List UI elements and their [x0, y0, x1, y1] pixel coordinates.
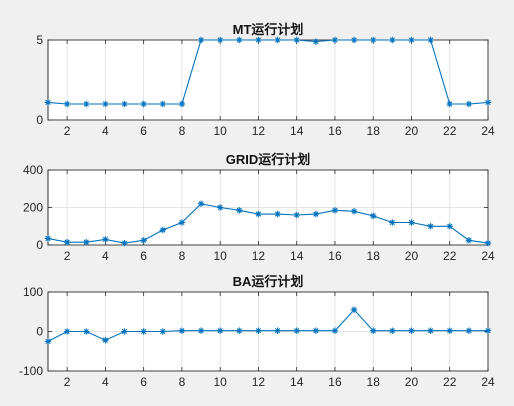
x-tick-label: 2 — [64, 124, 71, 138]
x-tick-label: 20 — [405, 249, 419, 263]
data-point — [64, 239, 70, 245]
x-tick-label: 22 — [443, 124, 457, 138]
x-tick-label: 6 — [140, 124, 147, 138]
data-point — [389, 37, 395, 43]
x-tick-label: 12 — [252, 249, 266, 263]
data-point — [140, 101, 146, 107]
y-tick-label: 100 — [23, 285, 43, 299]
data-point — [102, 101, 108, 107]
data-point — [313, 328, 319, 334]
data-point — [332, 37, 338, 43]
x-tick-label: 6 — [140, 375, 147, 389]
data-point — [45, 235, 51, 241]
x-tick-label: 10 — [213, 375, 227, 389]
y-tick-label: 0 — [36, 113, 43, 127]
x-tick-label: 8 — [179, 249, 186, 263]
x-tick-label: 24 — [481, 124, 495, 138]
data-point — [389, 219, 395, 225]
x-tick-label: 4 — [102, 375, 109, 389]
data-point — [370, 213, 376, 219]
y-tick-label: 400 — [23, 163, 43, 177]
x-tick-label: 18 — [367, 375, 381, 389]
y-tick-label: 0 — [36, 325, 43, 339]
x-tick-label: 22 — [443, 249, 457, 263]
x-tick-label: 18 — [367, 249, 381, 263]
data-point — [121, 101, 127, 107]
data-point — [427, 37, 433, 43]
x-tick-label: 14 — [290, 124, 304, 138]
x-tick-label: 16 — [328, 375, 342, 389]
data-point — [313, 211, 319, 217]
x-tick-label: 24 — [481, 375, 495, 389]
x-tick-label: 8 — [179, 124, 186, 138]
data-point — [351, 37, 357, 43]
y-tick-label: -100 — [19, 364, 43, 378]
x-tick-label: 14 — [290, 375, 304, 389]
data-point — [236, 328, 242, 334]
data-point — [408, 328, 414, 334]
x-tick-label: 8 — [179, 375, 186, 389]
data-point — [160, 101, 166, 107]
data-point — [351, 307, 357, 313]
data-point — [427, 223, 433, 229]
x-tick-label: 10 — [213, 124, 227, 138]
x-tick-label: 16 — [328, 124, 342, 138]
x-tick-label: 4 — [102, 249, 109, 263]
data-point — [102, 236, 108, 242]
data-point — [427, 328, 433, 334]
x-tick-label: 20 — [405, 124, 419, 138]
data-point — [370, 37, 376, 43]
data-point — [217, 204, 223, 210]
data-point — [332, 207, 338, 213]
x-tick-label: 2 — [64, 249, 71, 263]
chart-title: GRID运行计划 — [226, 152, 311, 167]
x-tick-label: 16 — [328, 249, 342, 263]
x-tick-label: 24 — [481, 249, 495, 263]
data-point — [198, 201, 204, 207]
data-point — [389, 328, 395, 334]
x-tick-label: 18 — [367, 124, 381, 138]
data-point — [332, 328, 338, 334]
data-point — [121, 240, 127, 246]
data-point — [179, 219, 185, 225]
x-tick-label: 12 — [252, 375, 266, 389]
x-tick-label: 6 — [140, 249, 147, 263]
data-point — [217, 328, 223, 334]
x-tick-label: 12 — [252, 124, 266, 138]
data-point — [236, 207, 242, 213]
chart-title: MT运行计划 — [233, 22, 304, 37]
chart-title: BA运行计划 — [233, 274, 304, 289]
y-tick-label: 5 — [36, 33, 43, 47]
y-tick-label: 0 — [36, 238, 43, 252]
axes-box — [48, 40, 488, 120]
x-tick-label: 2 — [64, 375, 71, 389]
x-tick-label: 22 — [443, 375, 457, 389]
data-point — [408, 219, 414, 225]
data-point — [198, 37, 204, 43]
y-tick-label: 200 — [23, 201, 43, 215]
x-tick-label: 14 — [290, 249, 304, 263]
data-point — [83, 239, 89, 245]
data-point — [64, 101, 70, 107]
data-point — [198, 328, 204, 334]
data-point — [370, 328, 376, 334]
data-point — [236, 37, 242, 43]
data-point — [313, 38, 319, 44]
data-point — [140, 237, 146, 243]
data-point — [217, 37, 223, 43]
data-point — [160, 227, 166, 233]
x-tick-label: 10 — [213, 249, 227, 263]
data-point — [83, 101, 89, 107]
data-point — [408, 37, 414, 43]
x-tick-label: 20 — [405, 375, 419, 389]
x-tick-label: 4 — [102, 124, 109, 138]
data-point — [351, 208, 357, 214]
